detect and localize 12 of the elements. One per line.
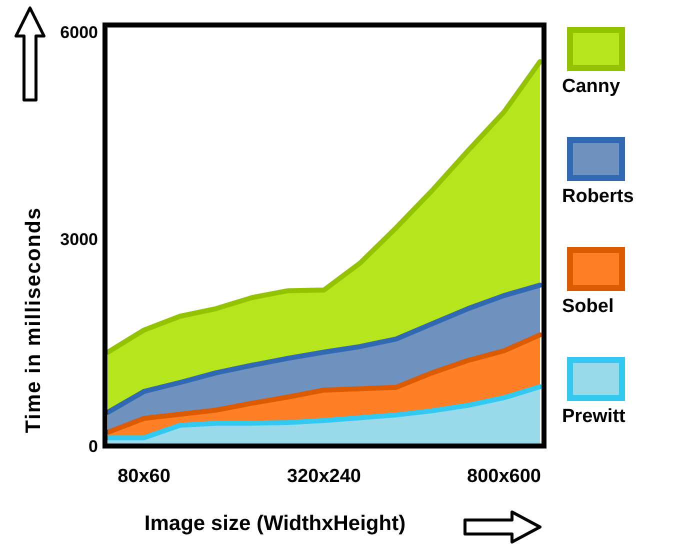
y-axis-title: Time in milliseconds xyxy=(22,206,45,434)
y-tick-label: 3000 xyxy=(60,230,98,249)
x-tick-label: 800x600 xyxy=(467,466,541,487)
x-tick-label: 80x60 xyxy=(118,466,170,487)
y-tick-label: 6000 xyxy=(60,22,98,42)
legend-label: Sobel xyxy=(562,296,614,317)
y-tick-label: 0 xyxy=(88,436,98,456)
legend-label: Roberts xyxy=(562,186,634,207)
legend-label: Prewitt xyxy=(562,406,626,427)
x-axis-title: Image size (WidthxHeight) xyxy=(144,512,406,535)
legend-label: Canny xyxy=(562,76,620,97)
x-tick-label: 320x240 xyxy=(287,466,361,487)
